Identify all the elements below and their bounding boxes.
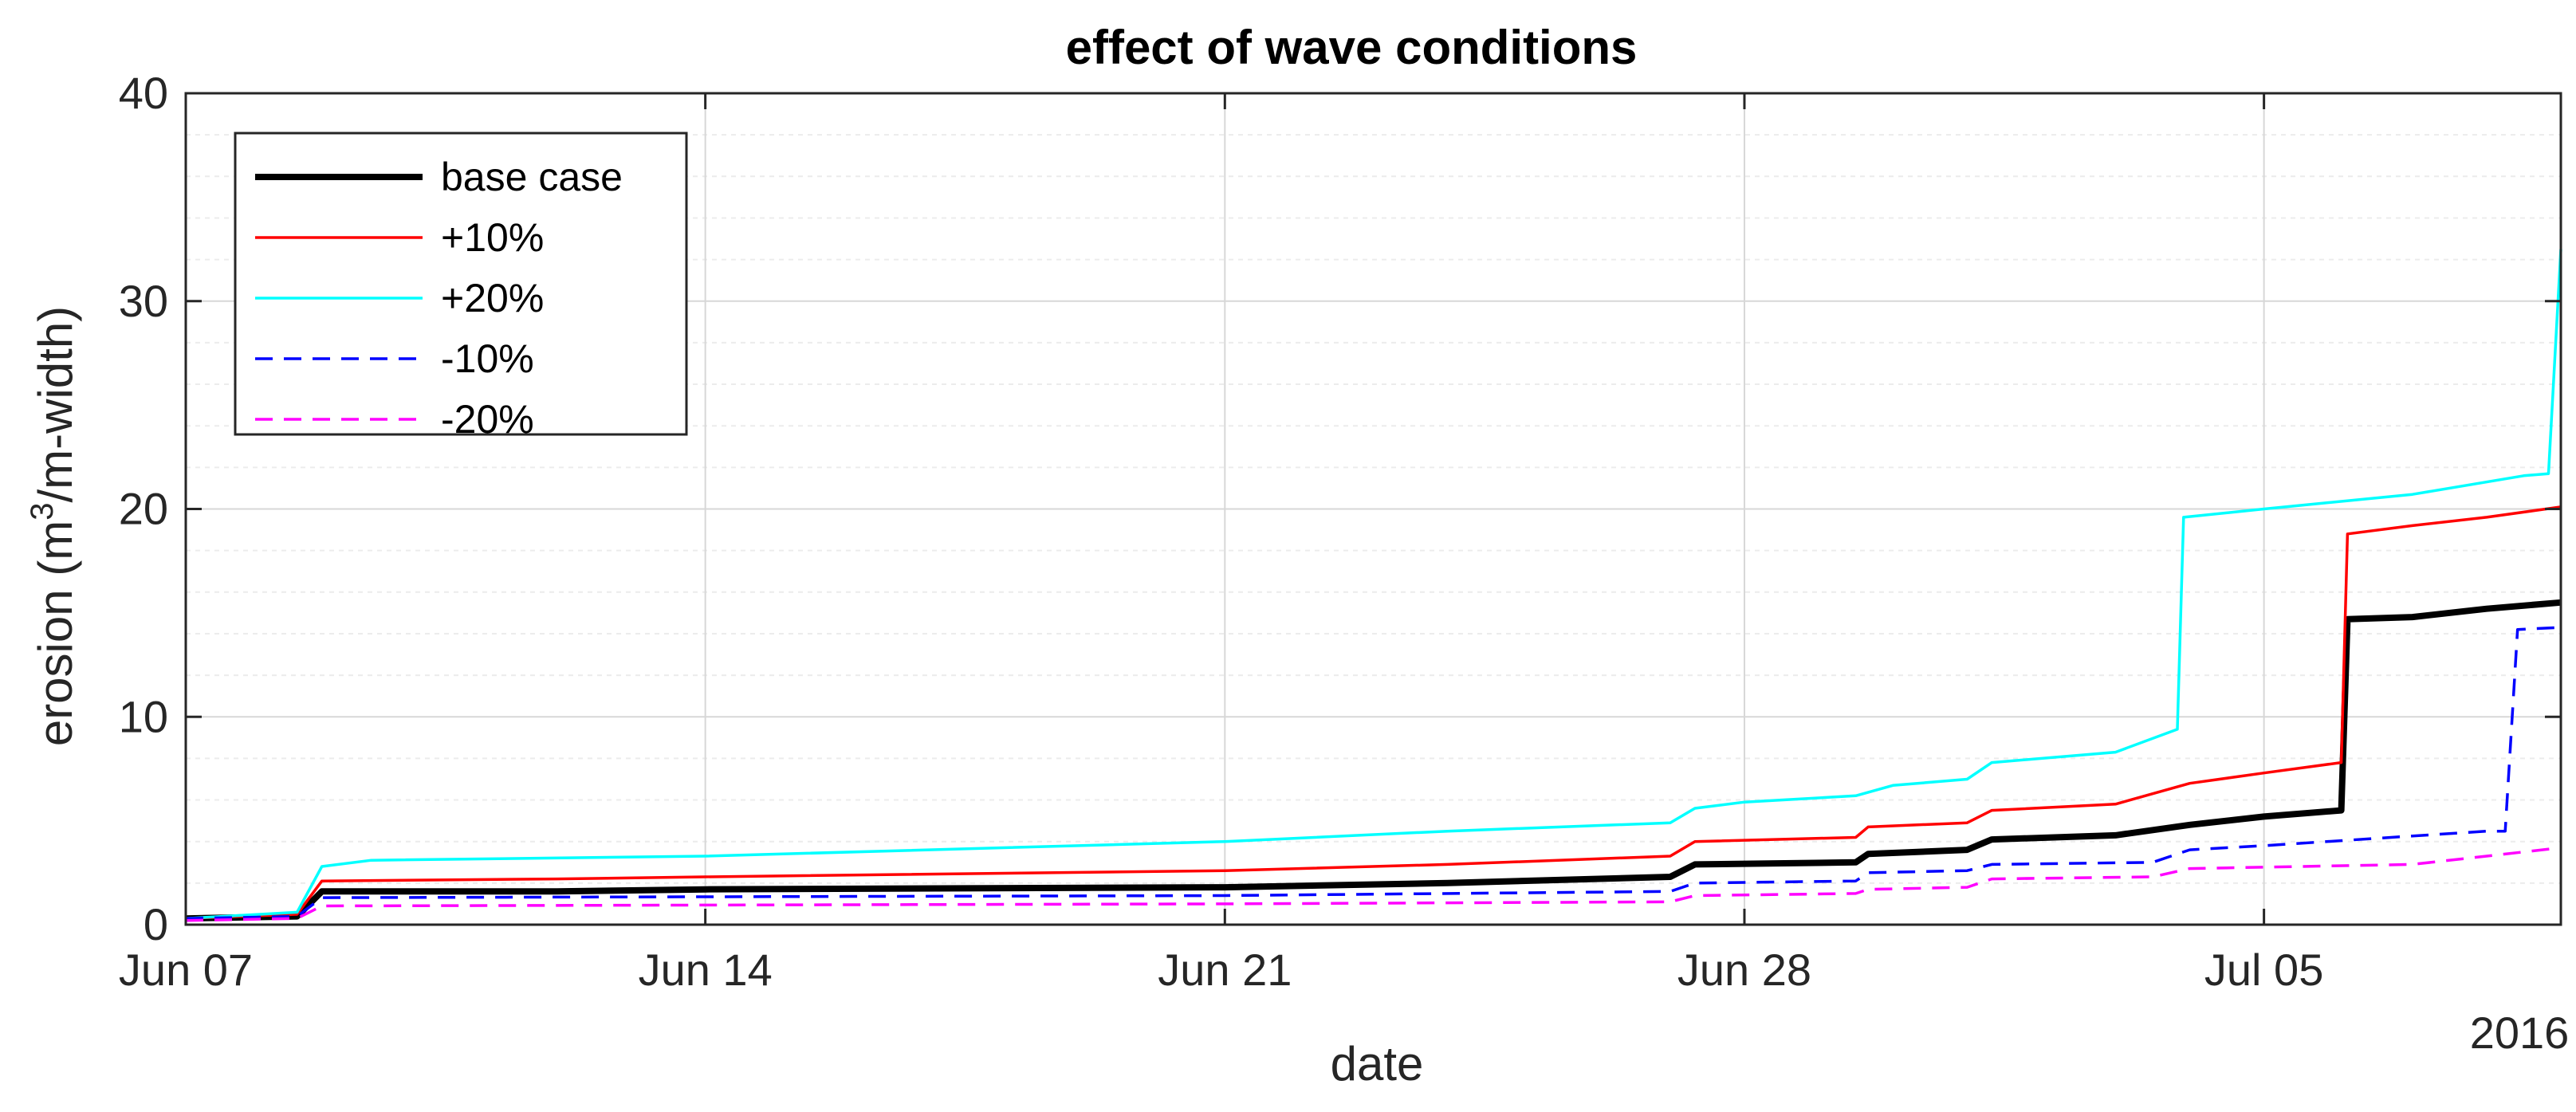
x-tick-label: Jun 14	[639, 945, 773, 995]
legend: base case +10% +20% -10% -20%	[234, 132, 688, 442]
legend-label: +10%	[441, 215, 544, 260]
series-line	[185, 505, 2562, 920]
y-tick-label: 40	[119, 68, 168, 118]
chart-title: effect of wave conditions	[1066, 21, 1638, 74]
y-tick-label: 0	[144, 899, 168, 949]
tick-marks	[184, 92, 2561, 926]
y-axis-label: erosion (m3/m-width)	[25, 306, 82, 746]
series-line	[185, 626, 2562, 920]
legend-label: -20%	[441, 397, 534, 442]
y-axis-label-superscript: 3	[25, 503, 60, 521]
series-line	[185, 846, 2562, 922]
series-line	[185, 599, 2562, 922]
series-line	[185, 249, 2562, 920]
x-tick-label: Jun 07	[119, 945, 253, 995]
legend-label: +20%	[441, 276, 544, 320]
series-layer	[185, 249, 2562, 922]
y-tick-labels: 0 10 20 30 40	[119, 68, 168, 949]
x-tick-labels: Jun 07 Jun 14 Jun 21 Jun 28 Jul 05	[119, 945, 2323, 995]
y-tick-label: 10	[119, 691, 168, 741]
x-tick-label: Jul 05	[2204, 945, 2323, 995]
legend-label: -10%	[441, 336, 534, 381]
x-tick-label: Jun 28	[1677, 945, 1811, 995]
x-axis-label: date	[1331, 1037, 1424, 1090]
legend-entries: base case +10% +20% -10% -20%	[255, 155, 623, 442]
y-tick-label: 20	[119, 484, 168, 534]
legend-label: base case	[441, 155, 623, 199]
y-axis-label-before: erosion (m	[29, 521, 82, 746]
x-tick-label: Jun 21	[1158, 945, 1292, 995]
legend-box	[234, 132, 688, 436]
year-label: 2016	[2470, 1008, 2570, 1058]
y-tick-label: 30	[119, 276, 168, 326]
y-axis-label-after: /m-width)	[29, 306, 82, 503]
